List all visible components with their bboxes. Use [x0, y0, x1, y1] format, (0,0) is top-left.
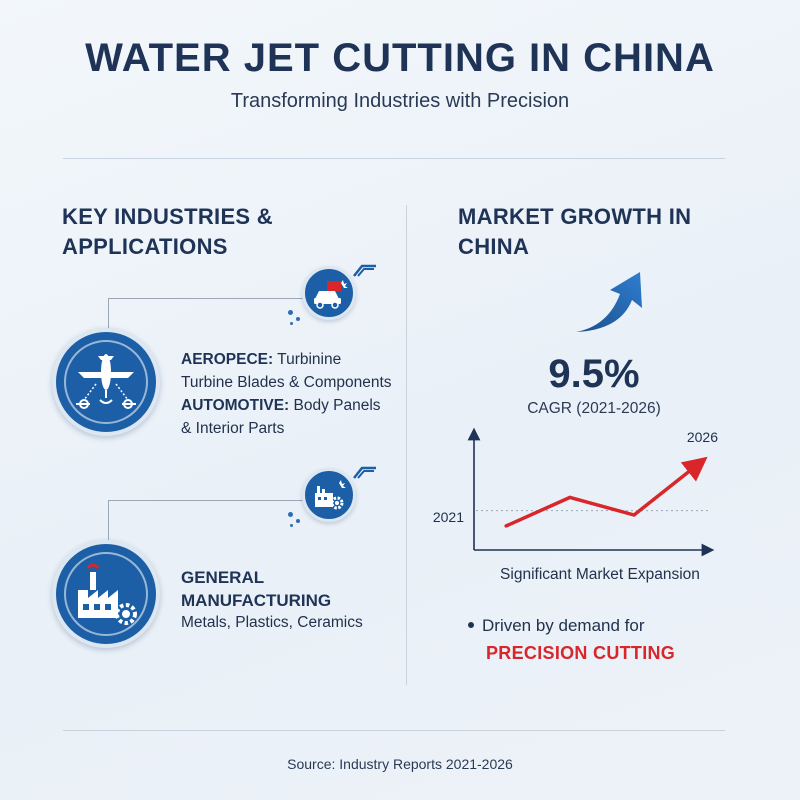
start-year-label: 2021 — [433, 509, 464, 525]
manufacturing-title-2: MANUFACTURING — [181, 591, 332, 610]
growth-heading-line2: CHINA — [458, 234, 530, 259]
connector-dot — [288, 512, 293, 517]
car-icon — [314, 280, 348, 309]
data-point — [696, 462, 700, 466]
driven-by-text: Driven by demand for — [468, 616, 645, 636]
data-point — [632, 513, 636, 517]
series-line — [505, 456, 708, 528]
manufacturing-desc: Metals, Plastics, Ceramics — [181, 614, 363, 631]
connector-line — [108, 298, 303, 338]
aerospace-desc-1: Turbinine — [273, 351, 342, 368]
precision-cutting-highlight: PRECISION CUTTING — [486, 643, 676, 663]
page-title: WATER JET CUTTING IN CHINA — [85, 36, 715, 80]
connector-dot — [288, 310, 293, 315]
aerospace-text: AEROPECE: Turbinine Turbine Blades & Com… — [181, 348, 401, 440]
source-note: Source: Industry Reports 2021-2026 — [287, 756, 513, 772]
automotive-desc-2: & Interior Parts — [181, 420, 285, 437]
automotive-desc-1: Body Panels — [289, 397, 381, 414]
spray-icon — [353, 264, 376, 277]
connector-dot — [296, 519, 300, 523]
manufacturing-title-1: GENERAL — [181, 568, 265, 587]
car-badge — [302, 266, 356, 320]
bottom-divider — [63, 730, 725, 731]
manufacturing-badge — [52, 540, 160, 648]
growth-heading-line1: MARKET GROWTH IN — [458, 204, 692, 229]
top-divider — [63, 158, 725, 159]
factory-gear-icon — [315, 480, 346, 510]
growth-heading: MARKET GROWTH IN CHINA — [458, 202, 758, 262]
data-point — [568, 495, 572, 499]
industries-heading: KEY INDUSTRIES & APPLICATIONS — [62, 202, 362, 262]
bullet-icon — [468, 621, 474, 628]
industries-heading-line2: APPLICATIONS — [62, 234, 228, 259]
connector-line — [108, 500, 303, 544]
end-year-label: 2026 — [687, 429, 718, 445]
manufacturing-text: GENERAL MANUFACTURING Metals, Plastics, … — [181, 566, 401, 634]
growth-arrow-icon — [576, 272, 642, 332]
industries-heading-line1: KEY INDUSTRIES & — [62, 204, 273, 229]
spray-icon — [353, 466, 376, 479]
factory-icon — [78, 563, 137, 625]
automotive-label: AUTOMOTIVE: — [181, 397, 290, 414]
aerospace-desc-2: Turbine Blades & Components — [181, 374, 392, 391]
column-divider — [406, 205, 407, 685]
connector-dot — [290, 524, 293, 527]
driven-by-label: Driven by demand for — [482, 616, 645, 635]
page-subtitle: Transforming Industries with Precision — [230, 90, 570, 112]
aerospace-label: AEROPECE: — [181, 351, 274, 368]
cagr-label: CAGR (2021-2026) — [527, 400, 661, 417]
chart-caption: Significant Market Expansion — [500, 566, 700, 583]
connector-dot — [290, 322, 293, 325]
growth-chart: 2021 2026 — [433, 427, 718, 557]
data-point — [504, 524, 508, 528]
aerospace-badge — [52, 328, 160, 436]
cagr-value: 9.5% — [548, 352, 640, 396]
airplane-icon — [76, 354, 136, 409]
connector-dot — [296, 317, 300, 321]
factory-badge — [302, 468, 356, 522]
